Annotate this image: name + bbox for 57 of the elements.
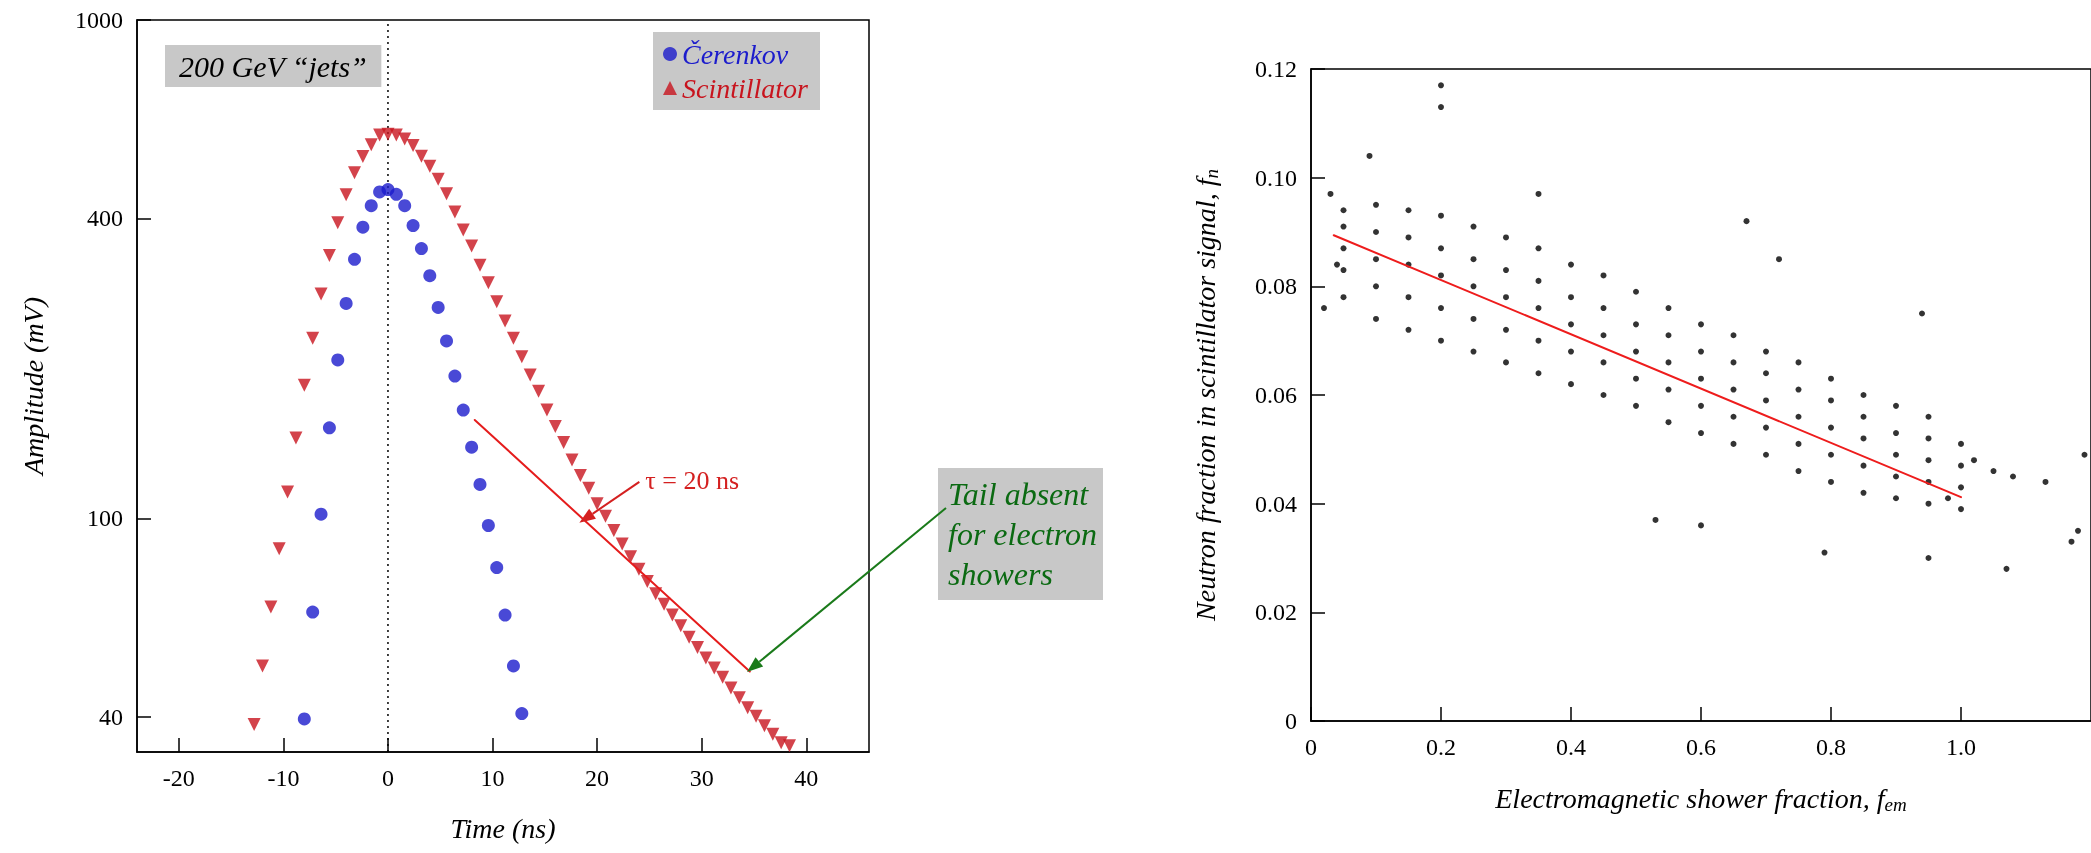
point	[331, 353, 345, 367]
x-tick-label: 0.4	[1556, 734, 1586, 760]
y-axis-title: Amplitude (mV)	[17, 296, 49, 478]
x-tick-label: -10	[267, 765, 300, 791]
x-tick-label: 30	[689, 765, 714, 791]
x-tick-label: 0	[1305, 734, 1317, 760]
y-tick-label: 0.08	[1255, 273, 1297, 300]
point	[506, 659, 520, 673]
point	[473, 477, 487, 491]
point	[515, 707, 529, 721]
point	[348, 252, 362, 266]
x-tick-label: 10	[480, 765, 505, 791]
point	[440, 334, 454, 348]
annotation: 200 GeV “jets”	[179, 49, 367, 83]
annotation: τ = 20 ns	[645, 466, 740, 496]
y-tick-label: 0.10	[1255, 164, 1297, 191]
y-tick-label: 1000	[75, 7, 123, 33]
x-tick-label: 0.6	[1686, 734, 1716, 760]
point	[498, 608, 512, 622]
y-tick-label: 0.04	[1255, 490, 1297, 517]
y-tick-label: 400	[87, 205, 123, 232]
point	[389, 187, 403, 201]
point	[414, 242, 428, 255]
point	[465, 440, 479, 454]
x-tick-label: 0.2	[1426, 734, 1456, 760]
point	[322, 421, 336, 435]
x-tick-label: -20	[162, 765, 195, 791]
point	[423, 269, 437, 283]
text: Tail absent for electron showers	[948, 476, 1097, 592]
point	[431, 300, 445, 314]
point	[306, 605, 320, 619]
point	[456, 403, 470, 417]
point	[356, 220, 370, 234]
x-tick-label: 40	[794, 765, 819, 791]
y-tick-label: 100	[87, 505, 123, 532]
point	[448, 369, 462, 383]
y-tick-label: 0	[1285, 708, 1297, 734]
y-tick-label: 40	[99, 703, 123, 730]
y-tick-label: 0.06	[1255, 382, 1297, 408]
point	[398, 199, 412, 213]
point	[297, 712, 311, 726]
point	[490, 561, 504, 575]
legend-label: Scintillator	[682, 72, 809, 104]
x-tick-label: 20	[585, 765, 610, 791]
point	[406, 219, 420, 233]
y-axis-title: Neutron fraction in scintillator signal, fn	[1190, 169, 1222, 622]
point	[481, 519, 495, 532]
x-axis-title: Time (ns)	[450, 812, 556, 844]
y-tick-label: 0.02	[1255, 599, 1297, 626]
x-tick-label: 0.8	[1816, 734, 1846, 760]
x-tick-label: 0	[381, 765, 394, 791]
legend-label: Čerenkov	[682, 38, 789, 70]
point	[314, 507, 328, 521]
x-tick-label: 1.0	[1946, 734, 1976, 760]
point	[339, 296, 353, 310]
point	[364, 199, 378, 213]
y-tick-label: 0.12	[1255, 56, 1297, 82]
